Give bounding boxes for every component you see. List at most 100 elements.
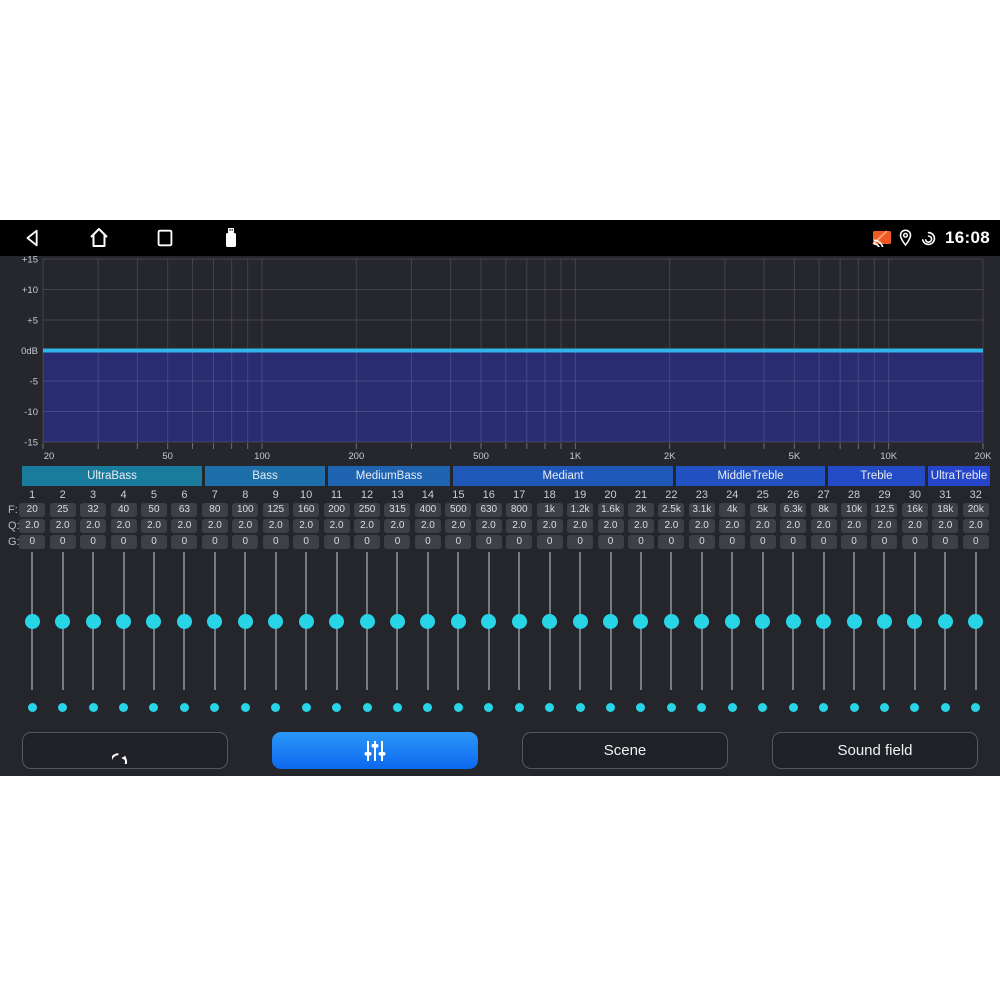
gain-slider[interactable]: [534, 552, 564, 690]
gain-slider[interactable]: [200, 552, 230, 690]
slider-thumb[interactable]: [237, 613, 253, 629]
faders-icon: [364, 740, 386, 761]
slider-thumb[interactable]: [389, 613, 405, 629]
gain-slider[interactable]: [930, 552, 960, 690]
band-dot: [697, 702, 707, 712]
slider-thumb[interactable]: [511, 613, 527, 629]
reset-button[interactable]: [22, 732, 228, 769]
slider-thumb[interactable]: [755, 613, 771, 629]
slider-thumb[interactable]: [603, 613, 619, 629]
db-axis-label: +15: [22, 256, 38, 266]
freq-axis-label: 2K: [664, 451, 676, 462]
band-number: 5: [150, 488, 158, 501]
slider-thumb[interactable]: [55, 613, 71, 629]
gain-slider[interactable]: [869, 552, 899, 690]
gain-slider[interactable]: [352, 552, 382, 690]
band-dot: [27, 702, 37, 712]
slider-thumb[interactable]: [85, 613, 101, 629]
frequency-value-row: 20 25 32 40 50 63 80 100 125 160 200 250 315 400 500 63…: [17, 503, 991, 517]
slider-thumb[interactable]: [268, 613, 284, 629]
gain-slider[interactable]: [78, 552, 108, 690]
slider-thumb[interactable]: [298, 613, 314, 629]
slider-thumb[interactable]: [24, 613, 40, 629]
q-value-row: 2.0 2.0 2.0 2.0 2.0 2.0 2.0 2.0 2.0 2.0 2.0 2.0 2.0 2…: [17, 519, 991, 533]
slider-thumb[interactable]: [450, 613, 466, 629]
gain-slider[interactable]: [108, 552, 138, 690]
gain-slider[interactable]: [595, 552, 625, 690]
slider-thumb[interactable]: [116, 613, 132, 629]
slider-thumb[interactable]: [785, 613, 801, 629]
q-value: 2.0: [80, 519, 107, 533]
back-button[interactable]: [0, 220, 66, 256]
slider-thumb[interactable]: [176, 613, 192, 629]
gain-slider[interactable]: [626, 552, 656, 690]
gain-slider[interactable]: [382, 552, 412, 690]
band-number: 7: [211, 488, 218, 501]
slider-thumb[interactable]: [876, 613, 892, 629]
band-dot: [362, 702, 372, 712]
gain-slider[interactable]: [778, 552, 808, 690]
slider-thumb[interactable]: [207, 613, 223, 629]
slider-thumb[interactable]: [724, 613, 740, 629]
gain-slider[interactable]: [474, 552, 504, 690]
slider-thumb[interactable]: [542, 613, 558, 629]
band-number: 28: [847, 488, 861, 501]
recents-button[interactable]: [132, 220, 198, 256]
slider-thumb[interactable]: [572, 613, 588, 629]
gain-value: 0: [293, 535, 320, 549]
scene-button[interactable]: Scene: [522, 732, 728, 769]
slider-thumb[interactable]: [420, 613, 436, 629]
band-dot: [849, 702, 859, 712]
gain-slider[interactable]: [839, 552, 869, 690]
frequency-value: 80: [201, 503, 228, 517]
slider-thumb[interactable]: [846, 613, 862, 629]
slider-thumb[interactable]: [937, 613, 953, 629]
usb-button[interactable]: [198, 220, 264, 256]
gain-slider[interactable]: [47, 552, 77, 690]
q-value: 2.0: [688, 519, 715, 533]
gain-slider[interactable]: [748, 552, 778, 690]
slider-thumb[interactable]: [663, 613, 679, 629]
gain-slider[interactable]: [443, 552, 473, 690]
gain-slider[interactable]: [261, 552, 291, 690]
slider-thumb[interactable]: [968, 613, 984, 629]
gain-slider[interactable]: [17, 552, 47, 690]
equalizer-button[interactable]: [272, 732, 478, 769]
gain-slider[interactable]: [139, 552, 169, 690]
gain-value: 0: [871, 535, 898, 549]
gain-slider[interactable]: [321, 552, 351, 690]
gain-slider[interactable]: [504, 552, 534, 690]
gain-slider[interactable]: [565, 552, 595, 690]
slider-thumb[interactable]: [816, 613, 832, 629]
band-dot-row: [17, 702, 991, 712]
band-group-mediant: Mediant: [453, 466, 673, 486]
slider-thumb[interactable]: [481, 613, 497, 629]
gain-slider[interactable]: [413, 552, 443, 690]
band-number: 24: [726, 488, 739, 501]
frequency-value: 800: [506, 503, 533, 517]
slider-thumb[interactable]: [359, 613, 375, 629]
gain-value: 0: [445, 535, 472, 549]
gain-slider[interactable]: [656, 552, 686, 690]
gain-slider[interactable]: [900, 552, 930, 690]
gain-value: 0: [536, 535, 563, 549]
slider-thumb[interactable]: [146, 613, 162, 629]
slider-thumb[interactable]: [329, 613, 345, 629]
gain-slider[interactable]: [717, 552, 747, 690]
gain-slider[interactable]: [687, 552, 717, 690]
gain-slider[interactable]: [808, 552, 838, 690]
gain-slider[interactable]: [961, 552, 991, 690]
slider-thumb[interactable]: [907, 613, 923, 629]
home-button[interactable]: [66, 220, 132, 256]
gain-slider[interactable]: [169, 552, 199, 690]
frequency-value: 5k: [749, 503, 776, 517]
sound-field-button[interactable]: Sound field: [772, 732, 978, 769]
gain-value: 0: [506, 535, 533, 549]
gain-slider[interactable]: [291, 552, 321, 690]
q-value: 2.0: [567, 519, 594, 533]
gain-slider[interactable]: [230, 552, 260, 690]
slider-thumb[interactable]: [694, 613, 710, 629]
slider-thumb[interactable]: [633, 613, 649, 629]
band-group-label: Mediant: [542, 470, 584, 482]
q-value: 2.0: [658, 519, 685, 533]
